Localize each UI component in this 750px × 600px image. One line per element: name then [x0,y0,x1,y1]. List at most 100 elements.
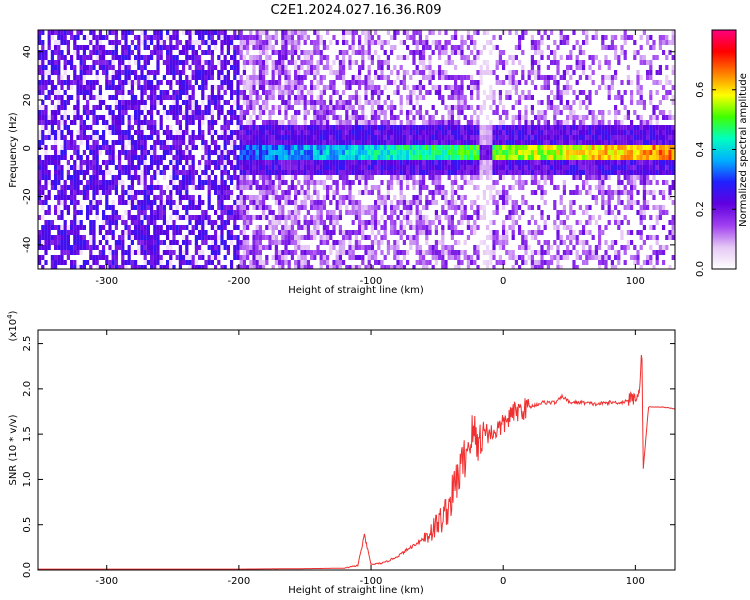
heatmap-cell [303,150,307,155]
heatmap-cell [70,265,74,269]
heatmap-cell [370,80,374,85]
heatmap-cell [271,80,275,85]
heatmap-cell [172,200,176,205]
heatmap-cell [172,265,176,269]
heatmap-cell [92,135,96,140]
heatmap-cell [374,215,378,220]
heatmap-cell [290,255,294,260]
heatmap-cell [105,165,109,170]
heatmap-cell [255,240,259,245]
heatmap-cell [108,250,112,255]
heatmap-cell [86,260,90,265]
heatmap-cell [111,210,115,215]
heatmap-cell [454,150,458,155]
heatmap-cell [476,255,480,260]
heatmap-cell [306,230,310,235]
heatmap-cell [473,130,477,135]
heatmap-cell [415,30,419,35]
heatmap-cell [415,210,419,215]
heatmap-cell [278,60,282,65]
heatmap-cell [495,110,499,115]
heatmap-cell [111,110,115,115]
heatmap-cell [502,245,506,250]
heatmap-cell [450,185,454,190]
heatmap-cell [102,250,106,255]
heatmap-cell [428,225,432,230]
heatmap-cell [98,35,102,40]
heatmap-cell [63,150,67,155]
heatmap-cell [438,50,442,55]
heatmap-cell [156,30,160,35]
heatmap-cell [310,155,314,160]
heatmap-cell [386,170,390,175]
heatmap-cell [54,160,58,165]
heatmap-cell [98,105,102,110]
heatmap-cell [284,75,288,80]
heatmap-cell [54,170,58,175]
heatmap-cell [361,260,365,265]
heatmap-cell [290,85,294,90]
heatmap-cell [361,160,365,165]
heatmap-cell [262,60,266,65]
heatmap-cell [146,120,150,125]
heatmap-cell [54,180,58,185]
heatmap-cell [297,30,301,35]
heatmap-cell [130,80,134,85]
heatmap-cell [390,225,394,230]
heatmap-cell [511,130,515,135]
heatmap-cell [268,180,272,185]
heatmap-cell [434,230,438,235]
heatmap-cell [377,125,381,130]
heatmap-cell [86,85,90,90]
heatmap-cell [143,115,147,120]
heatmap-cell [159,55,163,60]
heatmap-cell [118,65,122,70]
heatmap-cell [434,245,438,250]
heatmap-cell [60,195,64,200]
heatmap-cell [105,195,109,200]
heatmap-cell [239,165,243,170]
heatmap-cell [242,185,246,190]
heatmap-cell [447,220,451,225]
heatmap-cell [358,130,362,135]
heatmap-cell [370,115,374,120]
heatmap-cell [70,245,74,250]
heatmap-cell [194,70,198,75]
heatmap-cell [98,30,102,35]
heatmap-cell [140,125,144,130]
heatmap-cell [319,260,323,265]
heatmap-cell [268,80,272,85]
heatmap-cell [41,115,45,120]
heatmap-cell [201,85,205,90]
heatmap-cell [460,260,464,265]
heatmap-cell [201,80,205,85]
heatmap-cell [466,265,470,269]
heatmap-cell [182,180,186,185]
heatmap-cell [47,60,51,65]
heatmap-cell [518,215,522,220]
heatmap-cell [166,200,170,205]
heatmap-cell [332,150,336,155]
heatmap-cell [249,160,253,165]
heatmap-cell [386,120,390,125]
heatmap-cell [50,50,54,55]
heatmap-cell [466,105,470,110]
heatmap-cell [332,105,336,110]
heatmap-cell [441,70,445,75]
heatmap-cell [476,30,480,35]
heatmap-cell [118,160,122,165]
heatmap-cell [297,165,301,170]
heatmap-cell [290,135,294,140]
heatmap-cell [258,60,262,65]
heatmap-cell [102,180,106,185]
heatmap-cell [364,120,368,125]
heatmap-cell [425,225,429,230]
heatmap-cell [220,265,224,269]
heatmap-cell [262,40,266,45]
heatmap-cell [354,100,358,105]
heatmap-cell [60,260,64,265]
heatmap-cell [326,185,330,190]
heatmap-cell [460,250,464,255]
heatmap-cell [434,125,438,130]
heatmap-cell [89,210,93,215]
